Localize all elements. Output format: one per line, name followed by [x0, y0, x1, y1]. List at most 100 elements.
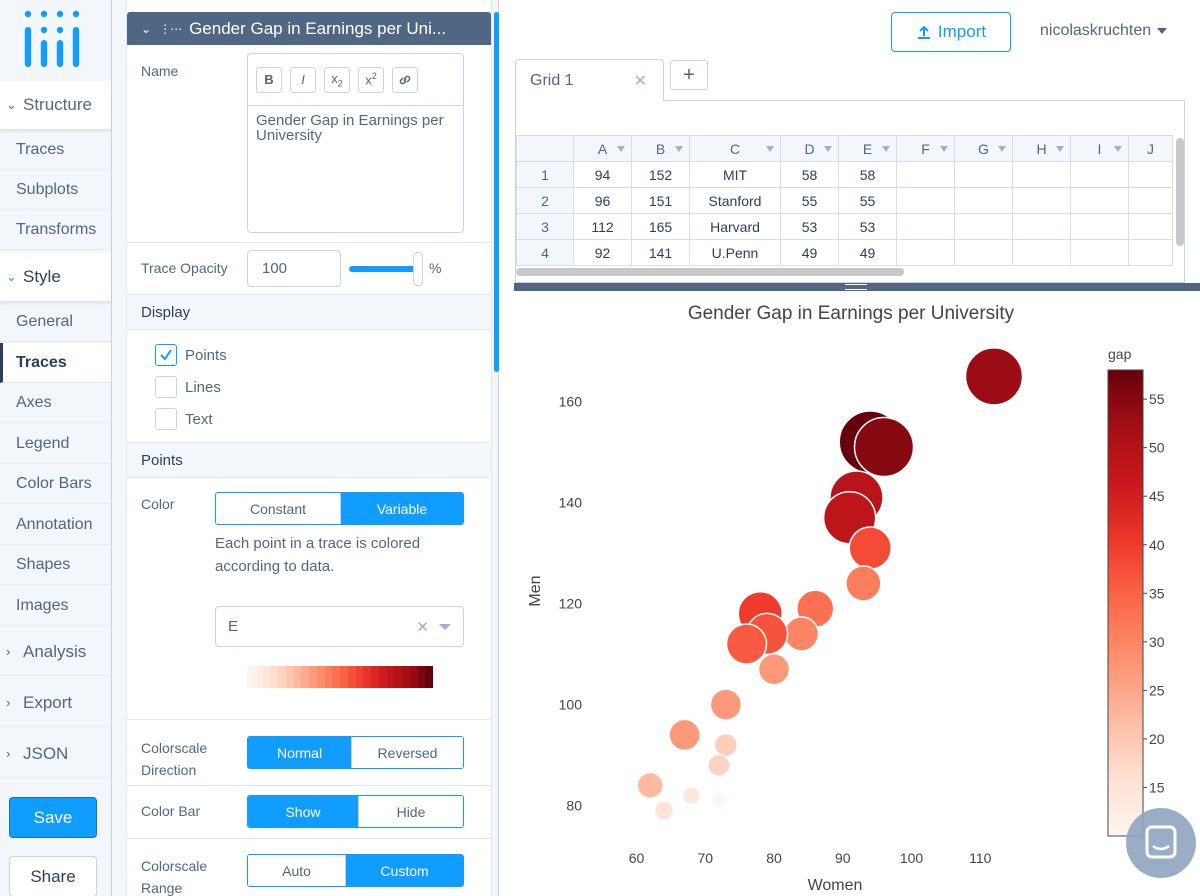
scatter-point[interactable] [707, 753, 731, 777]
nav-export[interactable]: › Export [0, 679, 111, 727]
row-number[interactable]: 3 [516, 213, 574, 240]
opacity-input[interactable]: 100 [247, 250, 341, 287]
column-header[interactable]: J [1128, 135, 1173, 162]
nav-item-transforms[interactable]: Transforms [0, 210, 111, 250]
nav-item-shapes[interactable]: Shapes [0, 545, 111, 585]
grid-cell[interactable]: 55 [838, 187, 897, 214]
grid-cell[interactable]: Harvard [689, 213, 781, 240]
grid-cell[interactable] [1012, 239, 1071, 266]
column-header[interactable]: H [1012, 135, 1071, 162]
tab-grid-1[interactable]: Grid 1 ✕ [515, 59, 664, 101]
scatter-point[interactable] [709, 688, 743, 721]
custom-option[interactable]: Custom [345, 855, 463, 886]
grid-cell[interactable] [896, 239, 955, 266]
nav-item-style-traces[interactable]: Traces [0, 343, 111, 383]
clear-icon[interactable]: ✕ [416, 618, 429, 636]
nav-item-legend[interactable]: Legend [0, 424, 111, 464]
grid-cell[interactable] [954, 187, 1013, 214]
column-header[interactable]: I [1070, 135, 1129, 162]
grid-cell[interactable]: 96 [573, 187, 632, 214]
sort-icon[interactable] [998, 146, 1006, 152]
points-checkbox-row[interactable]: Points [155, 344, 227, 366]
scatter-point[interactable] [725, 623, 768, 665]
grid-cell[interactable] [1070, 187, 1129, 214]
name-editor[interactable]: B I x2 x2 Gender Gap in Earnings per Uni… [247, 53, 464, 233]
split-bar[interactable] [514, 283, 1200, 291]
grid-cell[interactable] [1012, 187, 1071, 214]
column-header[interactable]: A [573, 135, 632, 162]
nav-item-subplots[interactable]: Subplots [0, 170, 111, 210]
grid-cell[interactable]: 94 [573, 161, 632, 188]
grid-vertical-scrollbar[interactable] [1176, 138, 1184, 246]
user-menu[interactable]: nicolaskruchten [1040, 22, 1168, 40]
add-tab-button[interactable]: + [670, 60, 708, 90]
constant-option[interactable]: Constant [216, 493, 340, 524]
scatter-point[interactable] [783, 616, 820, 652]
lines-checkbox[interactable] [155, 376, 177, 398]
column-header[interactable]: D [780, 135, 839, 162]
import-button[interactable]: Import [891, 12, 1011, 52]
nav-item-images[interactable]: Images [0, 586, 111, 626]
panel-scrollbar[interactable] [494, 12, 499, 372]
grid-cell[interactable]: 112 [573, 213, 632, 240]
show-option[interactable]: Show [248, 796, 358, 827]
sort-icon[interactable] [1056, 146, 1064, 152]
scatter-point[interactable] [848, 526, 892, 570]
grid-cell[interactable]: U.Penn [689, 239, 781, 266]
nav-item-axes[interactable]: Axes [0, 383, 111, 423]
color-column-select[interactable]: E ✕ [215, 606, 464, 647]
bold-button[interactable]: B [256, 66, 282, 93]
grid-cell[interactable] [1012, 161, 1071, 188]
grid-cell[interactable] [896, 213, 955, 240]
grid-cell[interactable]: 53 [780, 213, 839, 240]
grid-cell[interactable] [954, 161, 1013, 188]
scatter-point[interactable] [636, 771, 664, 800]
grid-cell[interactable]: 58 [780, 161, 839, 188]
grid-cell[interactable] [1128, 213, 1173, 240]
grid-cell[interactable] [954, 239, 1013, 266]
nav-json[interactable]: › JSON [0, 730, 111, 778]
grid-cell[interactable]: 165 [631, 213, 690, 240]
grid-cell[interactable]: MIT [689, 161, 781, 188]
scatter-point[interactable] [853, 416, 915, 478]
row-number[interactable]: 4 [516, 239, 574, 266]
sort-icon[interactable] [1114, 146, 1122, 152]
normal-option[interactable]: Normal [248, 737, 352, 768]
grid-cell[interactable]: 58 [838, 161, 897, 188]
points-checkbox[interactable] [155, 344, 177, 366]
grid-cell[interactable] [1128, 239, 1173, 266]
italic-button[interactable]: I [290, 66, 316, 93]
nav-item-annotation[interactable]: Annotation [0, 505, 111, 545]
scatter-point[interactable] [713, 732, 739, 758]
scatter-point[interactable] [757, 653, 791, 686]
text-checkbox-row[interactable]: Text [155, 408, 213, 430]
sort-icon[interactable] [675, 146, 683, 152]
row-number[interactable]: 2 [516, 187, 574, 214]
nav-item-traces[interactable]: Traces [0, 130, 111, 170]
scatter-point[interactable] [711, 793, 727, 808]
chat-launcher[interactable] [1126, 808, 1196, 878]
column-header[interactable]: E [838, 135, 897, 162]
text-checkbox[interactable] [155, 408, 177, 430]
colorscale-swatch[interactable] [247, 666, 433, 688]
sort-icon[interactable] [766, 146, 774, 152]
grid-cell[interactable] [1012, 213, 1071, 240]
hide-option[interactable]: Hide [357, 796, 463, 827]
variable-option[interactable]: Variable [339, 493, 463, 524]
column-header[interactable]: C [689, 135, 781, 162]
nav-structure[interactable]: ⌄ Structure [0, 81, 111, 129]
scatter-point[interactable] [668, 718, 701, 752]
nav-item-general[interactable]: General [0, 302, 111, 342]
save-button[interactable]: Save [9, 797, 97, 838]
superscript-button[interactable]: x2 [358, 66, 384, 93]
sort-icon[interactable] [940, 146, 948, 152]
grid-cell[interactable]: Stanford [689, 187, 781, 214]
grid-cell[interactable]: 55 [780, 187, 839, 214]
auto-option[interactable]: Auto [248, 855, 346, 886]
sort-icon[interactable] [824, 146, 832, 152]
link-button[interactable] [392, 66, 418, 93]
grid-cell[interactable]: 151 [631, 187, 690, 214]
scatter-point[interactable] [653, 800, 675, 821]
grid-cell[interactable] [1070, 239, 1129, 266]
grid-cell[interactable]: 141 [631, 239, 690, 266]
